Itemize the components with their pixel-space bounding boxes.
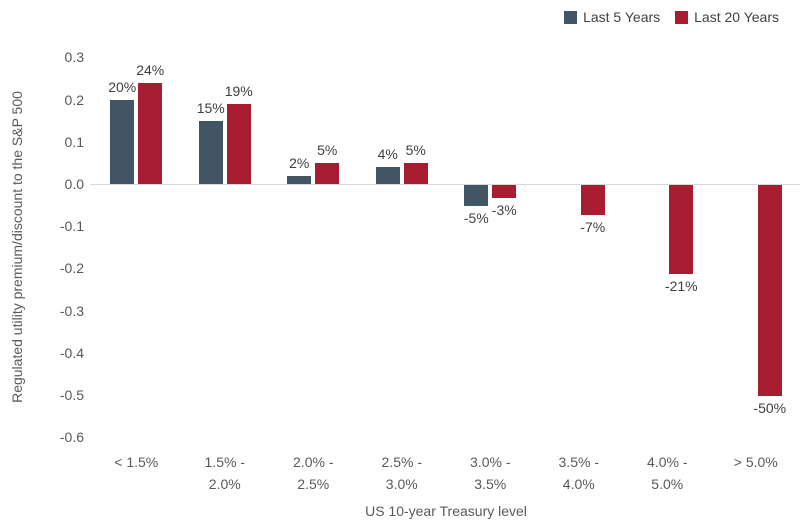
y-tick-label: 0.3 bbox=[64, 49, 84, 66]
legend-label-last-20-years: Last 20 Years bbox=[694, 9, 779, 25]
bar-last-20-years bbox=[403, 162, 428, 184]
y-tick-label: -0.6 bbox=[59, 429, 84, 446]
bar-value-label: 4% bbox=[377, 146, 398, 163]
legend: Last 5 Years Last 20 Years bbox=[564, 9, 779, 25]
bar-last-20-years bbox=[757, 185, 782, 396]
bar-last-20-years bbox=[138, 82, 163, 184]
bar-value-label: -3% bbox=[491, 201, 517, 218]
x-category-label: 4.0% - 5.0% bbox=[647, 454, 688, 492]
bar-last-5-years bbox=[198, 120, 223, 184]
x-axis-title: US 10-year Treasury level bbox=[365, 503, 527, 519]
legend-label-last-5-years: Last 5 Years bbox=[583, 9, 661, 25]
y-tick-label: -0.1 bbox=[59, 218, 84, 235]
y-tick-label: 0.0 bbox=[64, 176, 84, 192]
bar-value-label: 20% bbox=[108, 78, 137, 95]
x-category-label: 1.5% - 2.0% bbox=[204, 454, 245, 492]
legend-swatch-last-20-years-icon bbox=[675, 10, 689, 24]
bar-value-label: 19% bbox=[224, 82, 253, 99]
bar-last-5-years bbox=[287, 175, 312, 184]
bar-last-5-years bbox=[375, 167, 400, 185]
bar-last-5-years bbox=[464, 185, 489, 206]
bar-value-label: 2% bbox=[289, 154, 310, 171]
bar-last-20-years bbox=[226, 103, 251, 184]
legend-item-last-20-years: Last 20 Years bbox=[675, 9, 779, 25]
bar-last-20-years bbox=[669, 185, 694, 274]
x-category-label: 2.0% - 2.5% bbox=[293, 454, 334, 492]
bar-value-label: 5% bbox=[317, 141, 338, 158]
y-tick-label: 0.2 bbox=[64, 91, 84, 108]
bar-last-20-years bbox=[580, 185, 605, 215]
legend-swatch-last-5-years-icon bbox=[564, 10, 578, 24]
x-category-label: < 1.5% bbox=[114, 454, 159, 470]
y-tick-label: -0.3 bbox=[59, 302, 84, 319]
x-category-label: > 5.0% bbox=[733, 454, 778, 470]
x-category-label: 2.5% - 3.0% bbox=[381, 454, 422, 492]
zero-axis-line bbox=[90, 184, 800, 185]
y-tick-label: -0.2 bbox=[59, 260, 84, 277]
bar-value-label: -5% bbox=[463, 210, 489, 227]
bar-last-20-years bbox=[315, 162, 340, 184]
bar-last-5-years bbox=[110, 99, 135, 184]
x-category-label: 3.5% - 4.0% bbox=[558, 454, 599, 492]
bar-last-20-years bbox=[492, 185, 517, 198]
bar-value-label: 24% bbox=[136, 61, 165, 78]
y-tick-label: -0.4 bbox=[59, 344, 84, 361]
legend-item-last-5-years: Last 5 Years bbox=[564, 9, 660, 25]
bar-value-label: -50% bbox=[753, 400, 787, 416]
bar-value-label: -21% bbox=[664, 277, 698, 294]
y-tick-label: 0.1 bbox=[64, 133, 84, 150]
bar-value-label: -7% bbox=[580, 218, 606, 235]
bar-value-label: 5% bbox=[405, 141, 426, 158]
y-tick-label: -0.5 bbox=[59, 387, 84, 403]
bar-value-label: 15% bbox=[196, 99, 225, 116]
x-category-label: 3.0% - 3.5% bbox=[470, 454, 511, 492]
